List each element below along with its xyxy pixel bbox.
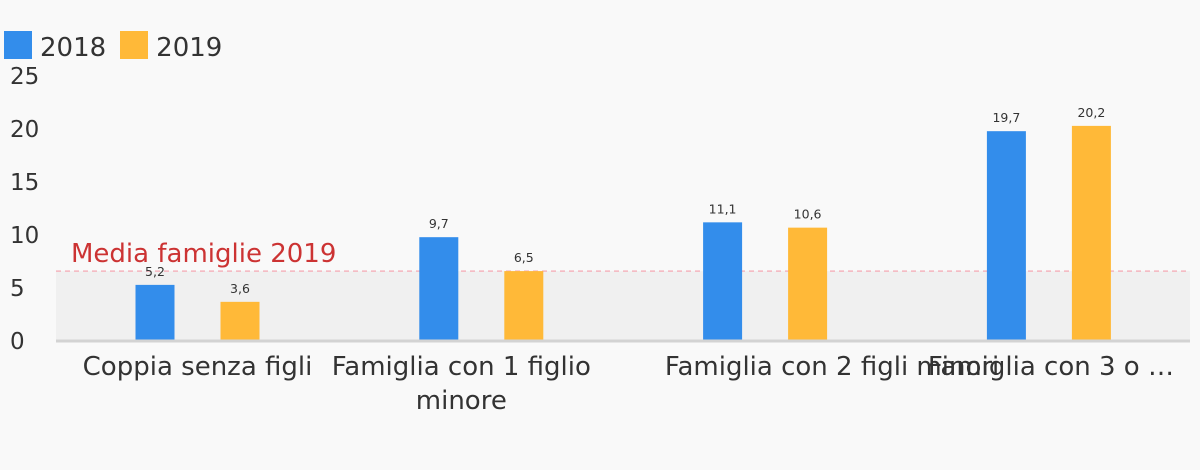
legend-label-2019: 2019	[156, 33, 223, 63]
legend-swatch-2019	[120, 31, 149, 59]
data-label-2019-1: 6,5	[514, 250, 534, 265]
data-label-2018-2: 11,1	[709, 201, 737, 216]
x-tick-label-1-line1: minore	[416, 386, 507, 416]
x-tick-label-1: Famiglia con 1 figlio	[332, 352, 591, 382]
data-label-2018-0: 5,2	[145, 264, 165, 279]
bar-2018-0	[135, 284, 175, 340]
x-tick-label-3: Famiglia con 3 o …	[928, 352, 1174, 382]
bar-2019-1	[504, 271, 544, 340]
reference-line-label: Media famiglie 2019	[71, 239, 336, 269]
bar-2019-0	[220, 301, 260, 340]
bar-2019-3	[1071, 125, 1111, 340]
y-tick-label-3: 15	[10, 170, 39, 196]
bar-2018-3	[986, 131, 1026, 340]
x-tick-label-2: Famiglia con 2 figli minori	[665, 352, 999, 382]
y-tick-label-1: 5	[10, 276, 25, 302]
y-tick-label-0: 0	[10, 329, 25, 355]
legend-swatch-2018	[4, 31, 32, 59]
legend: 2018 2019	[4, 24, 236, 66]
legend-item-2019[interactable]: 2019	[120, 24, 222, 66]
legend-item-2018[interactable]: 2018	[4, 24, 106, 66]
y-tick-label-4: 20	[10, 117, 39, 143]
bar-2019-2	[788, 227, 828, 340]
bar-2018-2	[703, 222, 743, 340]
data-label-2019-2: 10,6	[794, 207, 822, 222]
y-tick-label-5: 25	[10, 64, 39, 90]
data-label-2019-0: 3,6	[230, 281, 250, 296]
x-tick-label-0: Coppia senza figli	[83, 352, 313, 382]
legend-label-2018: 2018	[40, 33, 107, 63]
data-label-2018-3: 19,7	[992, 110, 1020, 125]
data-label-2018-1: 9,7	[429, 216, 449, 231]
y-tick-label-2: 10	[10, 223, 39, 249]
data-label-2019-3: 20,2	[1077, 105, 1105, 120]
bar-2018-1	[419, 237, 459, 340]
